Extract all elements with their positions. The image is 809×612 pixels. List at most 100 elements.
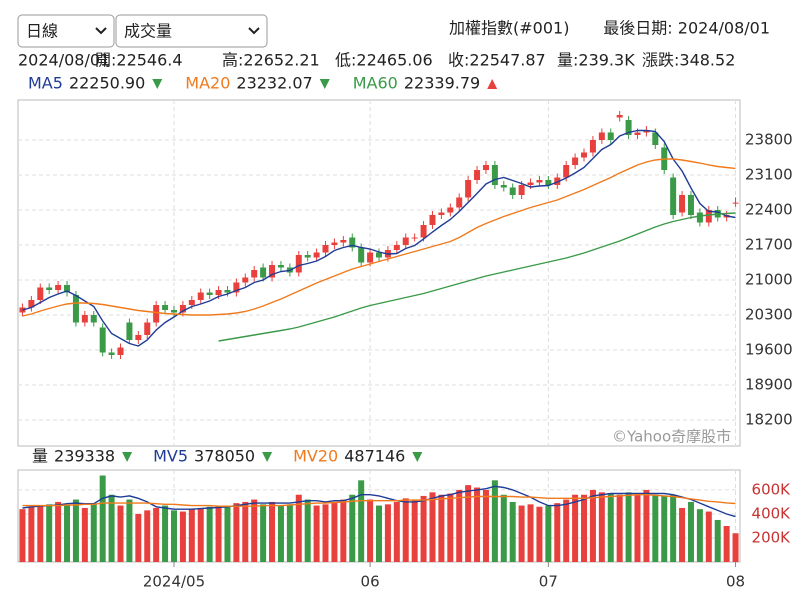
volume-bar (153, 507, 160, 562)
ma-line (22, 129, 736, 347)
volume-bar (679, 507, 686, 562)
candle-body (447, 207, 454, 213)
y-tick-label: 18900 (745, 376, 793, 394)
volume-bar (331, 501, 338, 562)
volume-bar (411, 499, 418, 562)
candle-body (170, 310, 177, 313)
candle-body (313, 252, 320, 258)
volume-bar (251, 499, 258, 562)
candle-body (482, 165, 489, 170)
candle-body (705, 210, 712, 223)
trend-arrow (487, 79, 498, 89)
volume-bar (313, 505, 320, 562)
select-box[interactable] (17, 14, 115, 48)
volume-bar (64, 505, 71, 562)
candle-body (206, 292, 213, 295)
candle-body (598, 132, 605, 140)
candle-body (625, 120, 632, 135)
candle-body (72, 295, 79, 323)
candle-body (456, 197, 463, 208)
watermark: ©Yahoo奇摩股市 (612, 428, 731, 446)
info-item: 2024/08/01 (18, 51, 110, 70)
candle-body (563, 165, 570, 178)
candle-body (117, 347, 124, 355)
candle-body (696, 212, 703, 223)
y-tick-label: 21000 (745, 271, 793, 289)
candle-body (420, 225, 427, 238)
select-box[interactable] (115, 14, 268, 48)
candle-body (652, 132, 659, 145)
candle-body (55, 285, 62, 290)
candle-body (37, 287, 44, 300)
y-tick-label: 23100 (745, 166, 793, 184)
candle-body (99, 327, 106, 353)
candle-body (242, 277, 249, 283)
ma-line (22, 485, 736, 518)
volume-bar (616, 494, 623, 562)
candle-body (367, 252, 374, 263)
volume-bar (474, 487, 481, 562)
volume-bar (482, 489, 489, 562)
indicator-select[interactable]: 成交量 (115, 14, 268, 48)
candle-body (358, 247, 365, 263)
legend-name: MV20 (293, 447, 338, 466)
candle-body (197, 292, 204, 300)
volume-bar (598, 492, 605, 562)
ma-line (22, 158, 736, 317)
y-tick-label: 20300 (745, 306, 793, 324)
volume-bar (545, 505, 552, 562)
volume-bar (723, 525, 730, 562)
candle-body (536, 180, 543, 183)
candle-body (64, 285, 71, 293)
volume-bar (589, 489, 596, 562)
volume-bar (536, 506, 543, 562)
volume-bar (581, 494, 588, 562)
chevron[interactable] (95, 27, 107, 35)
legend-name: MV5 (153, 447, 188, 466)
volume-bar (46, 504, 53, 562)
candle-body (260, 267, 267, 278)
volume-bar (376, 505, 382, 562)
volume-bar (295, 494, 302, 562)
volume-bar (393, 501, 400, 562)
select-text[interactable]: 成交量 (124, 22, 172, 41)
legend-name: MA5 (28, 74, 63, 93)
candle-body (295, 255, 302, 273)
chevron[interactable] (248, 27, 260, 35)
select-text[interactable]: 日線 (26, 22, 58, 41)
volume-bar (144, 510, 151, 562)
trend-arrow (262, 452, 273, 462)
volume-bar (277, 505, 284, 562)
volume-bar (429, 492, 436, 562)
volume-bar (518, 505, 525, 562)
candle-body (589, 140, 596, 153)
candle-body (19, 307, 26, 313)
candle-body (393, 245, 400, 250)
volume-bar (90, 504, 97, 562)
candle-body (224, 290, 231, 293)
volume-bar (661, 495, 668, 562)
candle-body (509, 187, 516, 195)
volume-bar (705, 511, 712, 562)
y-tick-label: 19600 (745, 341, 793, 359)
volume-bar (206, 506, 213, 562)
volume-bar (625, 492, 632, 562)
volume-bar (162, 505, 169, 562)
candle-body (438, 212, 445, 215)
info-item: 漲跌:348.52 (642, 51, 735, 70)
candle-body (322, 245, 329, 253)
info-item: 開:22546.4 (95, 51, 183, 70)
volume-bar (634, 494, 641, 562)
volume-bar (491, 480, 498, 562)
candle-body (153, 305, 160, 323)
info-item: 高:22652.21 (222, 51, 320, 70)
candle-body (331, 242, 338, 245)
candle-body (215, 290, 222, 295)
trend-arrow (412, 452, 423, 462)
volume-bar (527, 504, 534, 562)
volume-bar (233, 503, 240, 562)
candle-body (233, 282, 240, 293)
period-select[interactable]: 日線 (17, 14, 115, 48)
info-item: 量:239.3K (557, 51, 635, 70)
last-date: 最後日期: 2024/08/01 (603, 19, 770, 38)
